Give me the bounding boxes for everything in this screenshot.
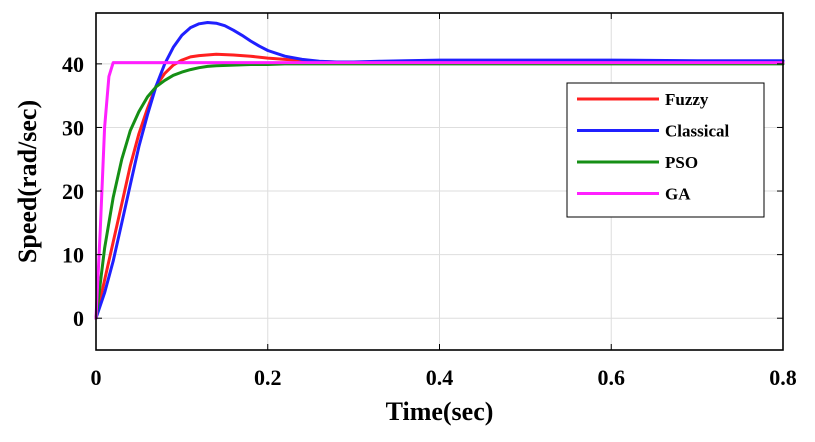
legend-label-fuzzy: Fuzzy: [665, 90, 709, 109]
series-line-ga: [94, 61, 785, 320]
y-tick-label: 30: [62, 115, 84, 140]
legend-label-pso: PSO: [665, 153, 698, 172]
legend-label-ga: GA: [665, 185, 691, 204]
legend: Fuzzy Classical PSO GA: [566, 82, 765, 218]
x-tick-label: 0.2: [254, 365, 282, 390]
y-tick-label: 10: [62, 243, 84, 268]
y-tick-label: 40: [62, 52, 84, 77]
x-tick-label: 0.6: [598, 365, 626, 390]
legend-label-classical: Classical: [665, 122, 730, 141]
y-axis-title: Speed(rad/sec): [13, 100, 42, 263]
plot-series: [94, 21, 785, 320]
x-tick-label: 0: [91, 365, 102, 390]
axis-ticks: 0 0.2 0.4 0.6 0.8 0 10 20 30 40: [62, 13, 797, 390]
x-axis-title: Time(sec): [386, 397, 494, 426]
x-tick-label: 0.4: [426, 365, 454, 390]
x-tick-label: 0.8: [769, 365, 797, 390]
y-tick-label: 20: [62, 179, 84, 204]
y-tick-label: 0: [73, 306, 84, 331]
series-line-classical: [94, 21, 785, 320]
